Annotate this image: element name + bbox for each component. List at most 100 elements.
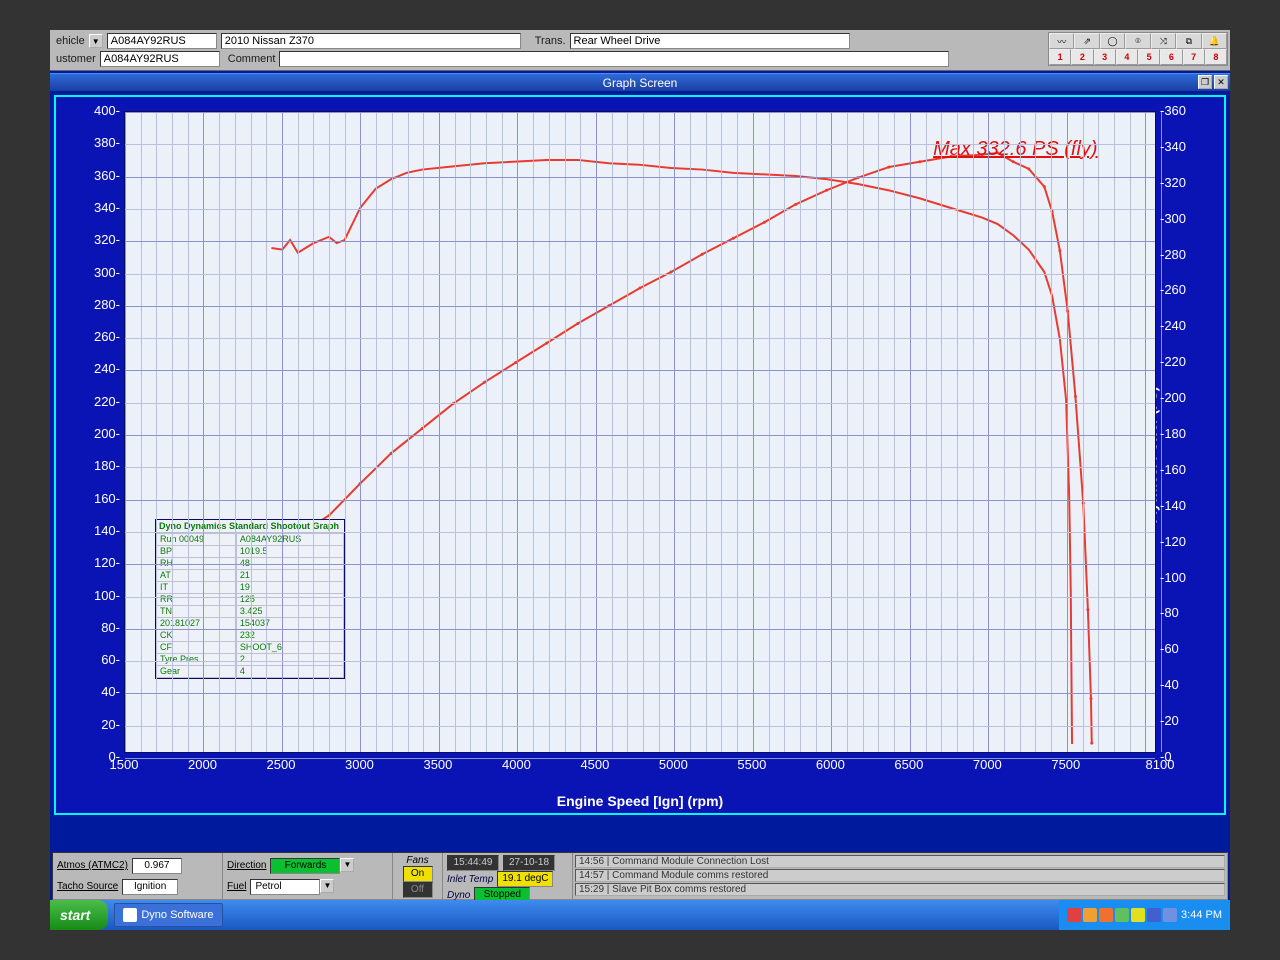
y2-tick: -100: [1160, 570, 1200, 585]
y1-tick: 100-: [80, 588, 120, 603]
fuel-dd-icon[interactable]: ▼: [320, 879, 334, 893]
preset-button-1[interactable]: 1: [1049, 49, 1071, 65]
run-info-cell: Run 00049: [157, 533, 237, 545]
direction-dd-icon[interactable]: ▼: [340, 858, 354, 872]
run-info-cell: BP: [157, 545, 237, 557]
preset-button-2[interactable]: 2: [1071, 49, 1093, 65]
tacho-label: Tacho Source: [57, 881, 118, 892]
x-tick: 8100: [1146, 757, 1175, 772]
run-info-cell: 19: [236, 581, 343, 593]
run-info-cell: Tyre Pres: [157, 653, 237, 665]
x-tick: 3500: [423, 757, 452, 772]
tray-icon-6[interactable]: [1163, 908, 1177, 922]
direction-value[interactable]: Forwards: [270, 858, 340, 874]
y1-tick: 400-: [80, 103, 120, 118]
toolbar-icon-2[interactable]: ◯: [1100, 33, 1125, 49]
run-info-cell: CF: [157, 641, 237, 653]
preset-button-6[interactable]: 6: [1160, 49, 1182, 65]
run-info-cell: 154037: [236, 617, 343, 629]
taskbar-app[interactable]: Dyno Software: [114, 903, 222, 927]
x-tick: 2500: [267, 757, 296, 772]
fuel-value[interactable]: Petrol: [250, 879, 320, 895]
toolbar-icon-1[interactable]: ⇗: [1074, 33, 1099, 49]
vehicle-id-field[interactable]: A084AY92RUS: [107, 33, 217, 49]
x-tick: 2000: [188, 757, 217, 772]
preset-button-4[interactable]: 4: [1116, 49, 1138, 65]
y2-tick: -240: [1160, 318, 1200, 333]
preset-button-3[interactable]: 3: [1094, 49, 1116, 65]
y2-tick: -300: [1160, 211, 1200, 226]
toolbar-icon-0[interactable]: 〰: [1049, 33, 1074, 49]
x-tick: 3000: [345, 757, 374, 772]
customer-field[interactable]: A084AY92RUS: [100, 51, 220, 67]
x-tick: 5000: [659, 757, 688, 772]
comment-field[interactable]: [279, 51, 949, 67]
run-info-cell: CK: [157, 629, 237, 641]
y1-tick: 80-: [80, 620, 120, 635]
toolbar-icon-5[interactable]: ⧉: [1176, 33, 1201, 49]
preset-button-5[interactable]: 5: [1138, 49, 1160, 65]
y1-tick: 280-: [80, 297, 120, 312]
vehicle-desc-field[interactable]: 2010 Nissan Z370: [221, 33, 521, 49]
log-column: 14:56 | Command Module Connection Lost14…: [573, 853, 1227, 899]
y1-tick: 160-: [80, 491, 120, 506]
clock: 3:44 PM: [1181, 909, 1222, 921]
run-info-cell: Gear: [157, 665, 237, 677]
preset-button-8[interactable]: 8: [1205, 49, 1227, 65]
app-screen: ehicle ▼ A084AY92RUS 2010 Nissan Z370 Tr…: [50, 30, 1230, 930]
trans-field[interactable]: Rear Wheel Drive: [570, 33, 850, 49]
vehicle-dd-icon[interactable]: ▼: [89, 34, 103, 48]
start-button[interactable]: start: [50, 900, 108, 930]
y2-tick: -80: [1160, 605, 1200, 620]
toolbar-icon-strip: 〰⇗◯⌾⤨⧉🔔 12345678: [1048, 32, 1228, 66]
toolbar-icon-4[interactable]: ⤨: [1151, 33, 1176, 49]
tacho-value[interactable]: Ignition: [122, 879, 178, 895]
y2-tick: -220: [1160, 354, 1200, 369]
x-tick: 7500: [1051, 757, 1080, 772]
tray-icon-3[interactable]: [1115, 908, 1129, 922]
tray-icon-2[interactable]: [1099, 908, 1113, 922]
y1-tick: 120-: [80, 555, 120, 570]
y2-tick: -120: [1160, 534, 1200, 549]
run-info-cell: 2: [236, 653, 343, 665]
y1-tick: 60-: [80, 652, 120, 667]
y1-tick: 340-: [80, 200, 120, 215]
system-tray[interactable]: 3:44 PM: [1059, 900, 1230, 930]
y1-tick: 320-: [80, 232, 120, 247]
y2-tick: -40: [1160, 677, 1200, 692]
tray-icon-4[interactable]: [1131, 908, 1145, 922]
vehicle-label: ehicle: [52, 35, 89, 47]
preset-button-7[interactable]: 7: [1183, 49, 1205, 65]
y1-tick: 260-: [80, 329, 120, 344]
x-tick: 7000: [973, 757, 1002, 772]
log-line: 15:29 | Slave Pit Box comms restored: [575, 883, 1225, 896]
y1-tick: 380-: [80, 135, 120, 150]
y1-tick: 360-: [80, 168, 120, 183]
run-info-cell: 21: [236, 569, 343, 581]
tray-icon-5[interactable]: [1147, 908, 1161, 922]
x-axis-label: Engine Speed [Ign] (rpm): [557, 793, 723, 809]
run-info-cell: 4: [236, 665, 343, 677]
run-info-cell: AT: [157, 569, 237, 581]
time-value: 15:44:49: [447, 855, 499, 871]
atmos-value: 0.967: [132, 858, 182, 874]
dyno-label: Dyno: [447, 890, 470, 901]
y2-tick: -260: [1160, 282, 1200, 297]
fans-label: Fans: [406, 855, 428, 866]
run-info-cell: A084AY92RUS: [236, 533, 343, 545]
graph-window-titlebar: Graph Screen ❐ ✕: [50, 73, 1230, 91]
y1-tick: 200-: [80, 426, 120, 441]
toolbar-icon-3[interactable]: ⌾: [1125, 33, 1150, 49]
fans-on-button[interactable]: On: [403, 866, 433, 882]
run-info-cell: 232: [236, 629, 343, 641]
run-info-cell: SHOOT_6: [236, 641, 343, 653]
close-icon[interactable]: ✕: [1214, 75, 1228, 89]
tray-icon-0[interactable]: [1067, 908, 1081, 922]
y2-tick: -200: [1160, 390, 1200, 405]
y2-tick: -140: [1160, 498, 1200, 513]
restore-icon[interactable]: ❐: [1198, 75, 1212, 89]
toolbar-icon-6[interactable]: 🔔: [1202, 33, 1227, 49]
y1-tick: 300-: [80, 265, 120, 280]
tray-icon-1[interactable]: [1083, 908, 1097, 922]
fans-off-button[interactable]: Off: [403, 882, 433, 898]
